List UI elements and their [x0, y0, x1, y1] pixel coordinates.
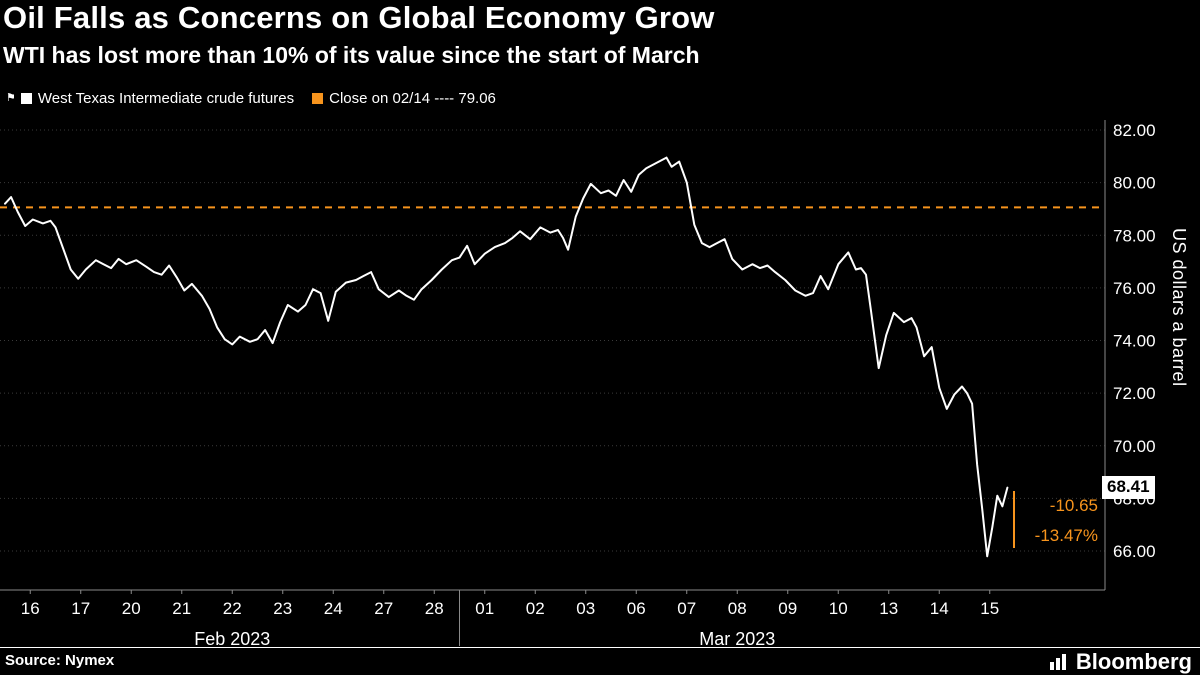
- x-tick-label: 22: [223, 599, 242, 618]
- footer-divider: [0, 647, 1200, 648]
- y-axis-title: US dollars a barrel: [1169, 228, 1189, 387]
- price-line: [4, 156, 1009, 558]
- y-tick-label: 66.00: [1113, 542, 1156, 561]
- x-tick-label: 07: [677, 599, 696, 618]
- x-tick-label: 28: [425, 599, 444, 618]
- legend-series-label: West Texas Intermediate crude futures: [37, 90, 295, 107]
- x-tick-label: 01: [475, 599, 494, 618]
- x-tick-label: 10: [829, 599, 848, 618]
- change-bracket: [1013, 491, 1015, 548]
- x-tick-label: 17: [71, 599, 90, 618]
- x-tick-label: 20: [122, 599, 141, 618]
- x-tick-label: 06: [627, 599, 646, 618]
- y-tick-label: 72.00: [1113, 384, 1156, 403]
- y-tick-label: 70.00: [1113, 437, 1156, 456]
- reference-swatch-icon: [312, 93, 324, 104]
- bloomberg-wordmark: Bloomberg: [1075, 649, 1192, 674]
- x-tick-label: 13: [879, 599, 898, 618]
- series-swatch-icon: [20, 93, 32, 104]
- y-tick-label: 78.00: [1113, 226, 1156, 245]
- page-title: Oil Falls as Concerns on Global Economy …: [3, 0, 715, 35]
- price-chart: 66.0068.0070.0072.0074.0076.0078.0080.00…: [0, 120, 1156, 648]
- month-label: Mar 2023: [699, 629, 775, 648]
- legend-flag-icon: ⚑: [6, 92, 16, 104]
- month-label: Feb 2023: [194, 629, 270, 648]
- change-annotations: -10.65 -13.47%: [1000, 491, 1098, 551]
- legend-item-reference: Close on 02/14 ---- 79.06: [312, 90, 496, 107]
- last-price-badge: 68.41: [1102, 475, 1155, 499]
- legend-item-series: ⚑ West Texas Intermediate crude futures: [6, 90, 294, 107]
- legend-reference-label: Close on 02/14 ---- 79.06: [329, 90, 496, 107]
- x-tick-label: 09: [778, 599, 797, 618]
- y-tick-label: 74.00: [1113, 332, 1156, 351]
- net-change-label: -10.65: [1049, 496, 1098, 515]
- x-tick-label: 27: [374, 599, 393, 618]
- bloomberg-logo: Bloomberg: [1049, 649, 1192, 675]
- x-tick-label: 23: [273, 599, 292, 618]
- x-tick-label: 08: [728, 599, 747, 618]
- bloomberg-logo-icon: [1049, 654, 1066, 670]
- page-subtitle: WTI has lost more than 10% of its value …: [3, 42, 700, 68]
- source-label: Source: Nymex: [5, 652, 115, 669]
- y-tick-label: 76.00: [1113, 279, 1156, 298]
- x-tick-label: 03: [576, 599, 595, 618]
- y-tick-label: 82.00: [1113, 121, 1156, 140]
- x-tick-label: 24: [324, 599, 343, 618]
- x-tick-label: 14: [930, 599, 949, 618]
- x-tick-label: 15: [980, 599, 999, 618]
- pct-change-label: -13.47%: [1034, 526, 1098, 545]
- y-tick-label: 80.00: [1113, 174, 1156, 193]
- x-tick-label: 16: [21, 599, 40, 618]
- x-tick-label: 21: [172, 599, 191, 618]
- legend: ⚑ West Texas Intermediate crude futures …: [6, 90, 514, 107]
- x-tick-label: 02: [526, 599, 545, 618]
